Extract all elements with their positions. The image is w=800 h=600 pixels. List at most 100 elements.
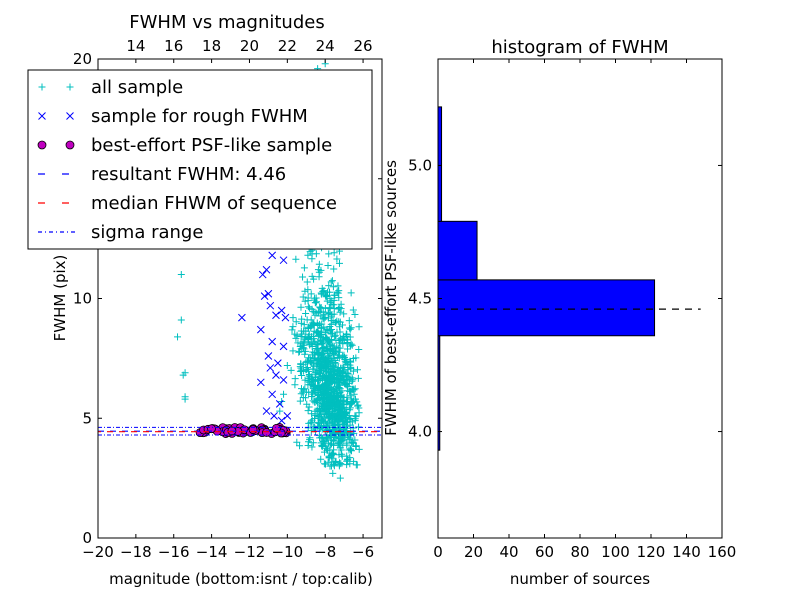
all-sample-point (310, 308, 318, 316)
scatter-xtick-label: −10 (272, 543, 304, 561)
all-sample-point (324, 261, 332, 269)
all-sample-point (322, 293, 330, 301)
all-sample-point (314, 366, 322, 374)
all-sample-point (342, 330, 350, 338)
all-sample-point (336, 328, 344, 336)
all-sample-point (339, 405, 347, 413)
histogram-xtick-label: 80 (570, 543, 589, 561)
all-sample-point (335, 451, 343, 459)
scatter-ytick-label: 20 (73, 50, 92, 68)
all-sample-point (332, 375, 340, 383)
all-sample-point (296, 363, 304, 371)
all-sample-point (343, 382, 351, 390)
histogram-bar (437, 279, 656, 337)
all-sample-point (349, 306, 357, 314)
all-sample-point (315, 381, 323, 389)
all-sample-point (332, 319, 340, 327)
rough-sample-point (264, 352, 273, 360)
all-sample-point (327, 370, 335, 378)
all-sample-point (177, 316, 185, 324)
all-sample-point (289, 347, 297, 355)
all-sample-point (311, 311, 319, 319)
all-sample-point (348, 341, 356, 349)
all-sample-point (311, 410, 319, 418)
rough-sample-point (272, 371, 280, 379)
all-sample-point (331, 389, 339, 397)
legend-entry: all sample (38, 77, 183, 98)
all-sample-point (334, 393, 342, 401)
all-sample-point (334, 383, 342, 391)
all-sample-point (337, 392, 345, 400)
all-sample-point (327, 462, 335, 470)
all-sample-point (303, 316, 311, 324)
all-sample-point (328, 420, 336, 428)
all-sample-point (348, 418, 356, 426)
all-sample-point (307, 290, 315, 298)
all-sample-point (181, 395, 189, 403)
legend-label: sigma range (91, 222, 203, 243)
scatter-panel: FWHM vs magnitudes magnitude (bottom:isn… (27, 12, 383, 588)
legend-box (27, 69, 373, 250)
all-sample-point (347, 446, 355, 454)
all-sample-point (330, 446, 338, 454)
all-sample-point (337, 460, 345, 468)
scatter-ytick-label: 0 (82, 529, 92, 547)
all-sample-point (321, 304, 329, 312)
all-sample-point (321, 329, 329, 337)
all-sample-point (326, 299, 334, 307)
all-sample-point (325, 337, 333, 345)
all-sample-point (350, 457, 358, 465)
all-sample-point (300, 264, 308, 272)
legend-label: sample for rough FWHM (91, 106, 308, 127)
scatter-plot-area (97, 58, 383, 539)
all-sample-point (355, 346, 363, 354)
rough-sample-point (38, 112, 46, 120)
all-sample-point (314, 422, 322, 430)
all-sample-point (342, 359, 350, 367)
all-sample-point (310, 387, 318, 395)
all-sample-point (66, 83, 74, 91)
all-sample-point (301, 287, 309, 295)
top-axis-tick-label: 18 (202, 37, 221, 55)
legend: all sample sample for rough FWHM best-effo… (27, 69, 373, 250)
all-sample-point (315, 373, 323, 381)
all-sample-point (323, 404, 331, 412)
all-sample-point (293, 438, 301, 446)
all-sample-point (333, 255, 341, 263)
all-sample-point (313, 328, 321, 336)
all-sample-point (301, 335, 309, 343)
all-sample-point (306, 378, 314, 386)
all-sample-point (344, 455, 352, 463)
rough-sample-point (262, 265, 271, 274)
top-axis-tick-label: 24 (316, 37, 335, 55)
all-sample-point (324, 434, 332, 442)
all-sample-point (325, 409, 333, 417)
all-sample-point (336, 318, 344, 326)
legend-label: median FHWM of sequence (91, 193, 337, 214)
all-sample-point (328, 357, 336, 365)
all-sample-point (296, 397, 304, 405)
rough-sample-point (260, 292, 269, 300)
all-sample-point (291, 381, 299, 389)
all-sample-point (335, 294, 343, 302)
all-sample-point (316, 303, 324, 311)
all-sample-point (328, 326, 336, 334)
all-sample-point (329, 469, 337, 477)
all-sample-point (343, 452, 351, 460)
all-sample-point (349, 439, 357, 447)
rough-sample-point (238, 313, 246, 322)
all-sample-point (296, 442, 304, 450)
all-sample-point (314, 345, 322, 353)
all-sample-point (336, 435, 344, 443)
all-sample-point (339, 378, 347, 386)
all-sample-point (347, 392, 355, 400)
all-sample-point (343, 393, 351, 401)
top-axis-tick-label: 16 (164, 37, 183, 55)
all-sample-point (329, 348, 337, 356)
all-sample-point (320, 366, 328, 374)
all-sample-point (302, 366, 310, 374)
histogram-panel: histogram of FWHM number of sources FWHM… (382, 37, 736, 588)
rough-sample-point (283, 412, 292, 420)
legend-circle-marker (65, 140, 75, 150)
all-sample-point (332, 457, 340, 465)
